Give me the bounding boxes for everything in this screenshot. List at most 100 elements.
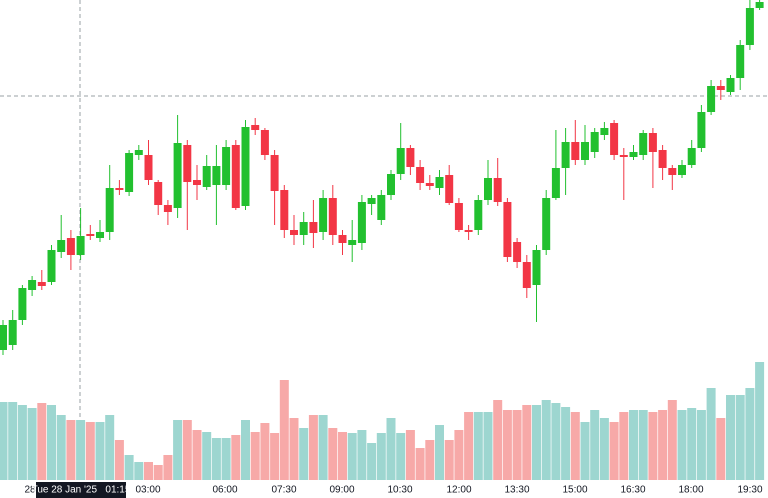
x-tick-label: 12:00 bbox=[446, 485, 471, 496]
volume-bar bbox=[376, 433, 386, 480]
volume-bar bbox=[27, 408, 37, 480]
candle-body bbox=[581, 142, 589, 160]
volume-bar bbox=[580, 422, 590, 480]
volume-bar bbox=[435, 425, 444, 480]
volume-bar bbox=[512, 410, 522, 480]
candle-body bbox=[125, 153, 134, 192]
candle-body bbox=[348, 240, 357, 245]
volume-bar bbox=[163, 455, 173, 480]
volume-bar bbox=[270, 433, 280, 480]
volume-bar bbox=[667, 400, 677, 480]
candle-body bbox=[154, 182, 163, 205]
volume-bar bbox=[299, 428, 309, 480]
volume-bar bbox=[522, 405, 532, 480]
candle-body bbox=[231, 145, 240, 208]
candle-body bbox=[173, 143, 182, 208]
x-tick-label: 15:00 bbox=[562, 485, 587, 496]
volume-bar bbox=[134, 462, 144, 480]
volume-bar bbox=[66, 420, 76, 480]
volume-bar bbox=[260, 423, 270, 480]
volume-bar bbox=[493, 400, 503, 480]
x-tick-label: 07:30 bbox=[271, 485, 296, 496]
candle-body bbox=[445, 175, 454, 203]
candle-body bbox=[600, 128, 609, 135]
candle-body bbox=[571, 142, 580, 160]
candle-body bbox=[678, 165, 686, 175]
candle-body bbox=[251, 125, 260, 130]
candle-body bbox=[387, 174, 395, 195]
candle-body bbox=[0, 325, 7, 350]
candle-body bbox=[144, 155, 153, 180]
candle-body bbox=[8, 320, 17, 345]
volume-bar bbox=[241, 420, 250, 480]
volume-bar bbox=[202, 432, 212, 480]
candle-body bbox=[513, 242, 522, 262]
candle-body bbox=[474, 200, 483, 230]
volume-bar bbox=[706, 388, 716, 480]
candle-body bbox=[260, 130, 269, 155]
volume-bar bbox=[338, 432, 347, 480]
volume-bar bbox=[599, 418, 609, 480]
volume-bar bbox=[726, 395, 735, 480]
candle-body bbox=[406, 148, 415, 167]
volume-bar bbox=[37, 403, 47, 480]
candle-body bbox=[270, 155, 279, 191]
candle-body bbox=[561, 142, 570, 168]
candle-body bbox=[280, 190, 289, 230]
candle-body bbox=[367, 198, 376, 204]
candle-body bbox=[658, 150, 667, 168]
crosshair-label: Tue 28 Jan '25 01:15 bbox=[32, 485, 131, 496]
volume-bar bbox=[532, 405, 541, 480]
volume-bar bbox=[124, 455, 134, 480]
candle-body bbox=[290, 230, 298, 235]
volume-bar bbox=[473, 412, 483, 480]
volume-bar bbox=[221, 438, 231, 480]
volume-bar bbox=[173, 420, 183, 480]
volume-bar bbox=[396, 433, 406, 480]
candle-body bbox=[435, 177, 444, 188]
volume-bar bbox=[17, 405, 27, 480]
candle-body bbox=[755, 2, 764, 8]
candle-body bbox=[687, 148, 696, 165]
candle-body bbox=[697, 112, 706, 148]
x-tick-label: 19:30 bbox=[737, 485, 762, 496]
candle-body bbox=[319, 198, 328, 232]
volume-bar bbox=[716, 418, 726, 480]
volume-bar bbox=[231, 435, 241, 480]
candle-body bbox=[639, 133, 648, 155]
candle-body bbox=[590, 132, 599, 152]
candle-body bbox=[542, 198, 551, 250]
volume-bar bbox=[114, 440, 124, 480]
candle-body bbox=[745, 8, 754, 45]
volume-bar bbox=[629, 410, 638, 480]
volume-bar bbox=[76, 420, 86, 480]
volume-bar bbox=[182, 420, 192, 480]
candle-body bbox=[105, 188, 114, 232]
volume-bar bbox=[250, 432, 260, 480]
volume-bar bbox=[279, 380, 289, 480]
candle-body bbox=[522, 262, 531, 288]
volume-bar bbox=[328, 428, 338, 480]
candle-body bbox=[454, 203, 463, 230]
candle-body bbox=[357, 202, 366, 243]
volume-bar bbox=[0, 402, 8, 480]
x-tick-label: 13:30 bbox=[504, 485, 529, 496]
candle-body bbox=[86, 234, 95, 236]
candle-body bbox=[202, 166, 211, 187]
volume-bar bbox=[144, 462, 153, 480]
candle-body bbox=[28, 280, 37, 290]
volume-bar bbox=[483, 412, 493, 480]
x-tick-label: 16:30 bbox=[620, 485, 645, 496]
volume-bar bbox=[755, 362, 765, 480]
volume-bar bbox=[561, 407, 571, 480]
volume-bar bbox=[211, 438, 221, 480]
volume-bar bbox=[735, 395, 745, 480]
candle-body bbox=[193, 180, 201, 185]
candle-body bbox=[532, 250, 541, 285]
candle-body bbox=[416, 167, 425, 183]
volume-bar bbox=[367, 443, 377, 480]
candle-body bbox=[493, 178, 502, 202]
candle-body bbox=[241, 127, 250, 206]
candle-body bbox=[503, 202, 512, 257]
volume-bar bbox=[648, 412, 658, 480]
